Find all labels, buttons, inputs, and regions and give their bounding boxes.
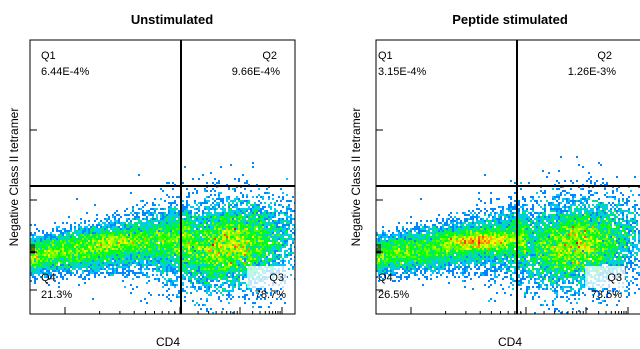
q3-label-box bbox=[585, 266, 625, 288]
y-axis-label: Negative Class II tetramer bbox=[349, 108, 363, 247]
panel-peptide-stimulated: Peptide stimulated Q1 3.15E-4% Q2 1.26E-… bbox=[349, 12, 640, 349]
quadrant-name-q3: Q3 bbox=[269, 272, 284, 284]
quadrant-value-q2: 1.26E-3% bbox=[568, 66, 617, 78]
x-axis-label: CD4 bbox=[498, 335, 522, 349]
quadrant-value-q2: 9.66E-4% bbox=[232, 66, 281, 78]
x-axis-label: CD4 bbox=[156, 335, 180, 349]
quadrant-name-q4: Q4 bbox=[41, 272, 56, 284]
axis-ticks bbox=[376, 129, 629, 314]
density-cloud bbox=[30, 162, 295, 314]
plot-frame bbox=[375, 39, 640, 315]
quadrant-value-q1: 6.44E-4% bbox=[41, 66, 90, 78]
quadrant-name-q4: Q4 bbox=[378, 272, 393, 284]
quadrant-name-q2: Q2 bbox=[597, 50, 612, 62]
panel-unstimulated: Unstimulated Q1 6.44E-4% Q2 9.66E-4% Q3 … bbox=[7, 12, 296, 349]
axis-ticks bbox=[30, 129, 283, 314]
quadrant-name-q2: Q2 bbox=[262, 50, 277, 62]
panel-title: Peptide stimulated bbox=[452, 12, 568, 27]
quadrant-value-q3: 73.5% bbox=[591, 289, 622, 301]
quadrant-value-q4: 21.3% bbox=[41, 289, 72, 301]
quadrant-value-q4: 26.5% bbox=[378, 289, 409, 301]
panel-title: Unstimulated bbox=[131, 12, 213, 27]
quadrant-value-q1: 3.15E-4% bbox=[378, 66, 427, 78]
y-axis-label: Negative Class II tetramer bbox=[7, 108, 21, 247]
quadrant-name-q1: Q1 bbox=[378, 50, 393, 62]
quadrant-name-q1: Q1 bbox=[41, 50, 56, 62]
q3-label-box bbox=[247, 266, 287, 288]
quadrant-name-q3: Q3 bbox=[607, 272, 622, 284]
quadrant-value-q3: 78.7% bbox=[255, 289, 286, 301]
